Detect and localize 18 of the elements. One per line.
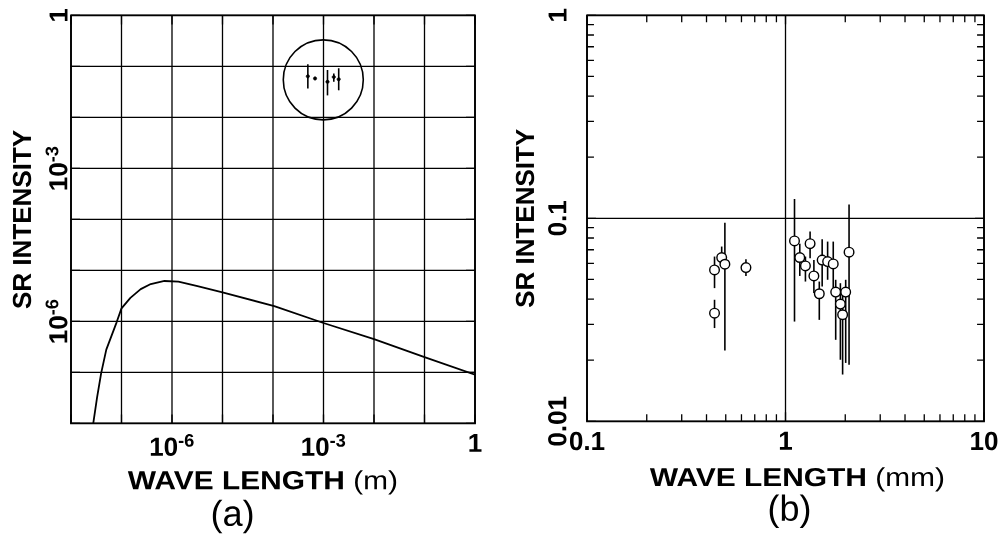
x-tick-label: 10$^{-3}$: [302, 433, 346, 456]
text: (b): [769, 494, 810, 529]
y-tick-label: 1: [49, 8, 68, 21]
x-tick-label: 10$^{-6}$: [150, 433, 194, 456]
y-axis-title: SR INTENSITY: [515, 129, 535, 308]
x-axis-title: WAVE LENGTH (m): [127, 470, 397, 495]
y-tick-label: 10$^{-6}$: [45, 299, 68, 343]
y-tick-label: 10$^{-3}$: [45, 146, 68, 190]
y-tick-label: 0.01: [548, 396, 567, 446]
text: (a): [212, 499, 253, 534]
y-axis-title: SR INTENSITY: [12, 130, 32, 309]
x-tick-label: 1: [469, 433, 482, 452]
y-tick-label: 0.1: [548, 200, 567, 236]
x-tick-label: 0.1: [569, 431, 605, 451]
x-axis-title: WAVE LENGTH (mm): [649, 467, 944, 492]
y-tick-label: 1: [548, 8, 567, 21]
x-tick-label: 1: [779, 431, 793, 450]
x-tick-label: 10: [971, 431, 998, 451]
